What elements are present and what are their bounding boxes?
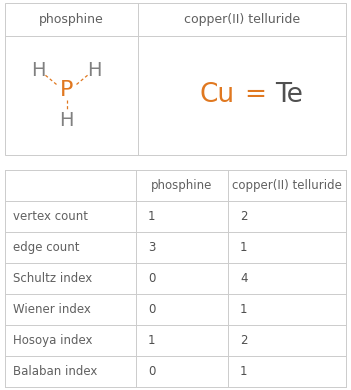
Text: copper(II) telluride: copper(II) telluride xyxy=(232,179,342,192)
Text: H: H xyxy=(31,61,46,80)
Text: Hosoya index: Hosoya index xyxy=(13,334,93,347)
Text: 1: 1 xyxy=(148,210,155,223)
Text: 4: 4 xyxy=(240,272,247,285)
Text: Wiener index: Wiener index xyxy=(13,303,91,316)
Text: 1: 1 xyxy=(240,241,247,254)
Text: H: H xyxy=(59,111,74,130)
Text: Cu: Cu xyxy=(199,82,234,108)
Text: 2: 2 xyxy=(240,334,247,347)
Text: 1: 1 xyxy=(240,365,247,378)
Text: edge count: edge count xyxy=(13,241,79,254)
Text: Te: Te xyxy=(275,82,303,108)
Text: copper(II) telluride: copper(II) telluride xyxy=(184,13,300,26)
Text: =: = xyxy=(244,82,266,108)
Text: vertex count: vertex count xyxy=(13,210,88,223)
Text: 1: 1 xyxy=(148,334,155,347)
Text: 0: 0 xyxy=(148,272,155,285)
Text: 0: 0 xyxy=(148,365,155,378)
Text: phosphine: phosphine xyxy=(151,179,213,192)
Text: Balaban index: Balaban index xyxy=(13,365,97,378)
Text: phosphine: phosphine xyxy=(39,13,104,26)
Text: P: P xyxy=(60,80,73,101)
Text: 3: 3 xyxy=(148,241,155,254)
Text: Schultz index: Schultz index xyxy=(13,272,92,285)
Text: 0: 0 xyxy=(148,303,155,316)
Text: H: H xyxy=(87,61,102,80)
Text: 2: 2 xyxy=(240,210,247,223)
Text: 1: 1 xyxy=(240,303,247,316)
